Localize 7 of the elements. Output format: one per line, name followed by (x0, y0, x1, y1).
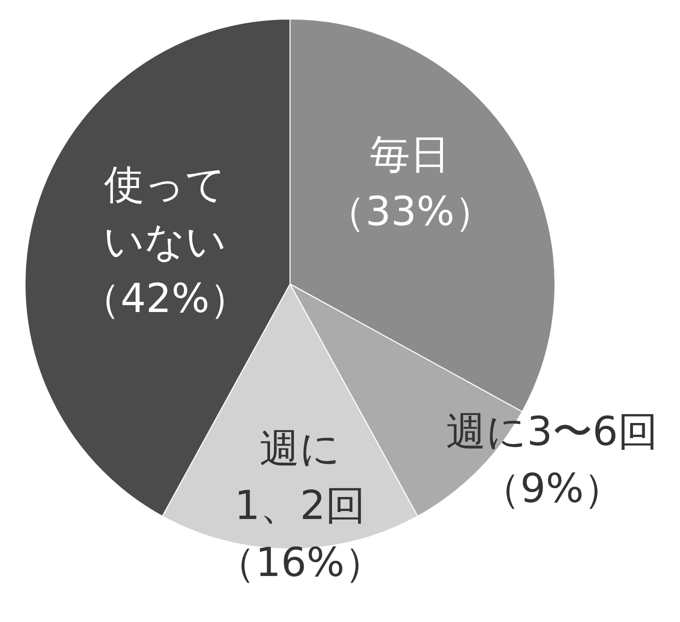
slice-label: 使っていない (104, 162, 226, 265)
slice-label: 週に1、2回 (234, 426, 366, 529)
data-label: （16%） (216, 540, 384, 586)
data-label: （42%） (80, 276, 250, 322)
data-label: （33%） (326, 189, 494, 235)
slice-label: 毎日 (370, 132, 450, 178)
data-label: （9%） (480, 466, 624, 512)
